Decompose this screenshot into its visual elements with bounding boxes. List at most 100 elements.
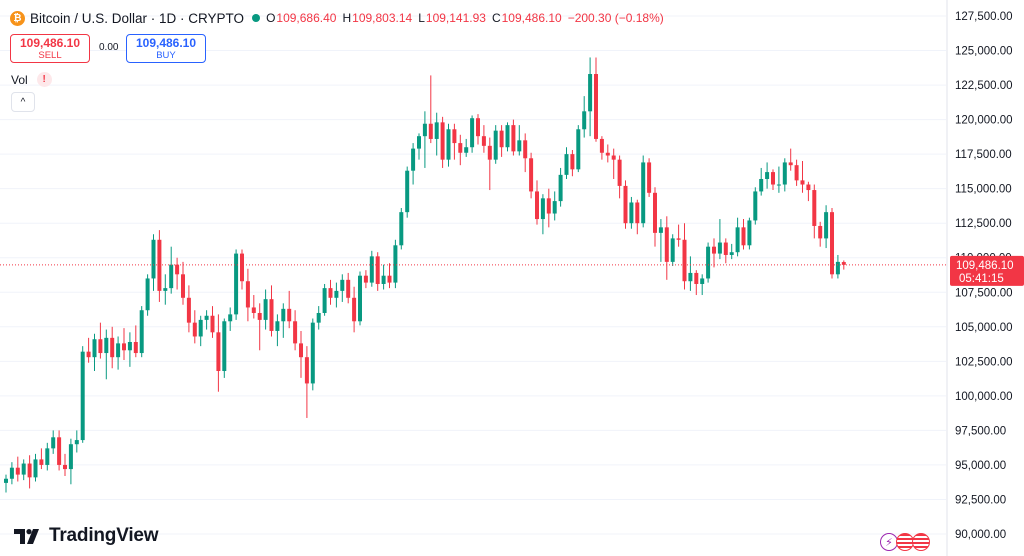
- candle: [98, 322, 103, 359]
- candlestick-series: [4, 57, 846, 493]
- candle: [759, 167, 764, 196]
- candle-body: [228, 314, 233, 322]
- candle: [39, 448, 44, 470]
- change-value: −200.30 (−0.18%): [567, 11, 664, 25]
- candle: [15, 456, 20, 482]
- candle: [257, 303, 262, 351]
- warning-icon[interactable]: !: [36, 72, 52, 87]
- candle: [222, 318, 227, 378]
- price-tag-value: 109,486.10: [956, 260, 1014, 272]
- candle-body: [299, 343, 303, 358]
- candle: [275, 314, 280, 347]
- sell-button[interactable]: 109,486.10 SELL: [10, 34, 90, 63]
- y-tick-label: 120,000.00: [955, 115, 1013, 127]
- candle: [717, 219, 722, 260]
- candle-body: [641, 162, 646, 224]
- candle: [552, 191, 557, 221]
- candle: [729, 243, 734, 260]
- market-open-dot-icon: [252, 14, 261, 22]
- candle-body: [812, 190, 817, 226]
- tradingview-logo[interactable]: TradingView: [14, 525, 159, 547]
- candle-body: [92, 339, 97, 358]
- candle-body: [139, 310, 144, 354]
- candle-body: [68, 444, 73, 470]
- candle: [629, 196, 634, 229]
- candle: [623, 180, 628, 229]
- candle: [74, 430, 79, 453]
- candle: [110, 326, 115, 369]
- candle-body: [393, 245, 398, 283]
- us-flag-icon-2[interactable]: [912, 533, 930, 551]
- symbol-title[interactable]: Bitcoin / U.S. Dollar · 1D · CRYPTO: [30, 10, 245, 26]
- candle-body: [175, 264, 180, 275]
- candle: [381, 264, 386, 290]
- candle-body: [464, 147, 469, 153]
- y-tick-label: 92,500.00: [955, 494, 1006, 506]
- candle-body: [664, 227, 669, 262]
- close-value: 109,486.10: [501, 11, 562, 25]
- candle-body: [470, 118, 475, 148]
- sell-price: 109,486.10: [19, 35, 81, 50]
- candle: [399, 208, 404, 250]
- candle-body: [818, 225, 823, 239]
- candle-body: [405, 170, 410, 213]
- buy-button[interactable]: 109,486.10 BUY: [126, 34, 206, 63]
- candle: [835, 254, 840, 279]
- candle-body: [670, 238, 675, 262]
- candle: [169, 246, 174, 294]
- candle: [735, 217, 740, 257]
- candle: [363, 270, 368, 289]
- candle: [771, 169, 775, 191]
- bottom-right-badges[interactable]: ⚡: [880, 533, 930, 551]
- open-value: 109,686.40: [276, 11, 337, 25]
- price-tag-background: [950, 255, 1024, 286]
- candle: [794, 159, 799, 186]
- candle-body: [399, 212, 404, 246]
- candle-body: [363, 275, 368, 283]
- candle: [464, 138, 469, 157]
- candle: [658, 219, 663, 262]
- candle: [346, 272, 351, 304]
- candle-body: [658, 227, 663, 233]
- low-label: L: [418, 11, 425, 25]
- collapse-legend-button[interactable]: ^: [11, 92, 35, 112]
- candle-body: [806, 184, 811, 191]
- candle-body: [27, 463, 32, 478]
- candle: [57, 430, 62, 471]
- y-tick-label: 127,500.00: [955, 11, 1013, 23]
- candle-body: [505, 125, 510, 148]
- candle: [263, 289, 268, 330]
- candle-body: [21, 463, 26, 475]
- candle-body: [434, 122, 439, 139]
- candle-body: [712, 246, 716, 254]
- candle: [310, 318, 315, 391]
- spread-value: 0.00: [99, 42, 119, 53]
- candle-body: [4, 478, 8, 483]
- candle: [287, 290, 292, 329]
- candle: [452, 123, 457, 160]
- candle-body: [428, 123, 433, 139]
- candle: [175, 257, 180, 290]
- candle-body: [316, 312, 321, 323]
- candle-body: [682, 239, 687, 282]
- sell-label: SELL: [38, 49, 62, 61]
- candle: [670, 234, 675, 267]
- candle-body: [63, 464, 67, 470]
- candle-body: [122, 343, 126, 351]
- candle: [116, 336, 121, 370]
- candle-body: [240, 253, 244, 282]
- candle-body: [145, 278, 150, 311]
- candle: [529, 152, 534, 199]
- candle: [9, 462, 14, 485]
- candle: [51, 430, 56, 454]
- candle-body: [476, 118, 480, 137]
- candle: [493, 125, 498, 164]
- candle-body: [422, 123, 427, 137]
- candle: [694, 270, 699, 296]
- candle: [535, 180, 539, 225]
- candle-body: [304, 357, 309, 384]
- volume-indicator[interactable]: Vol !: [11, 72, 52, 87]
- candle: [45, 442, 50, 471]
